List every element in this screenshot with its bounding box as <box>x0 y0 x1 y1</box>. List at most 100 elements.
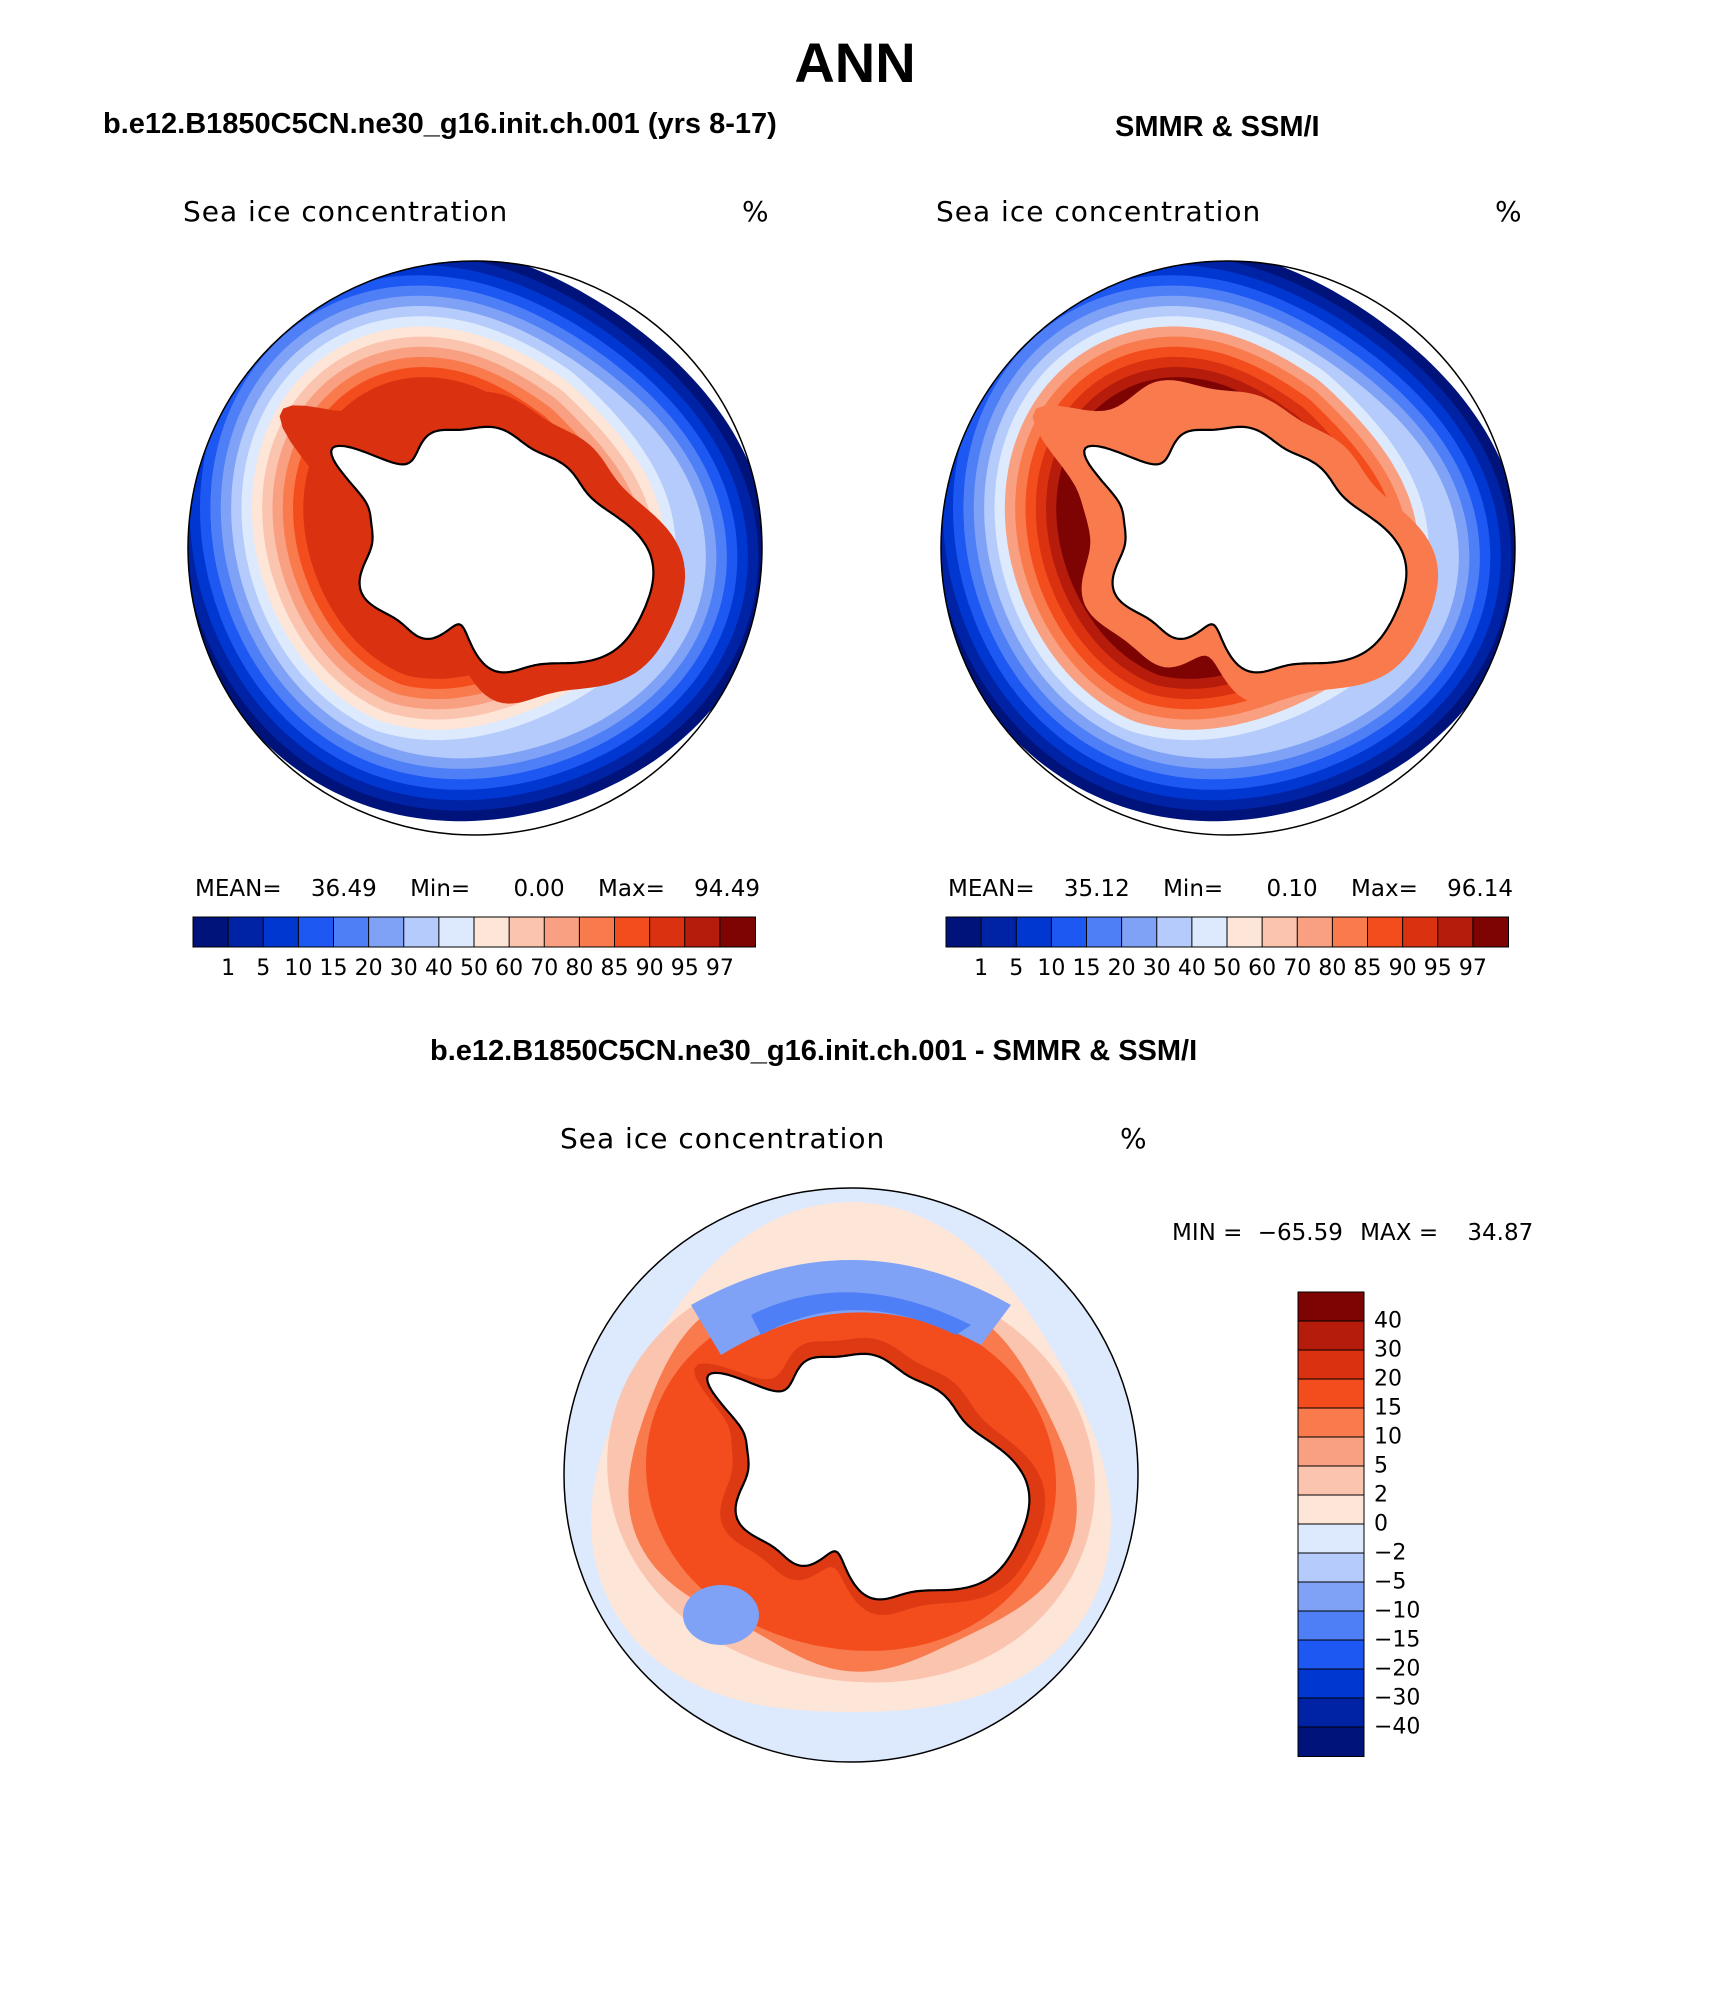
colorbar-box <box>1226 916 1264 948</box>
colorbar-box <box>1402 916 1439 948</box>
diff-max-value: 34.87 <box>1467 1220 1534 1246</box>
model-mean-value: 36.49 <box>310 876 377 902</box>
colorbar-box <box>1297 1668 1365 1699</box>
colorbar-box <box>1191 916 1228 948</box>
colorbar-tick-label: 70 <box>1283 956 1312 981</box>
colorbar-box <box>473 916 511 948</box>
colorbar-box <box>1297 1581 1365 1612</box>
colorbar-box <box>1297 1349 1365 1380</box>
colorbar-box <box>719 916 756 948</box>
diff-colorbar <box>1297 1291 1365 1757</box>
colorbar-box <box>368 916 405 948</box>
colorbar-box <box>1297 1639 1365 1670</box>
colorbar-tick-label: 1 <box>974 956 989 981</box>
obs-colorbar <box>945 916 1509 948</box>
colorbar-box <box>262 916 300 948</box>
colorbar-tick-label: 85 <box>1353 956 1382 981</box>
colorbar-tick-label: 95 <box>1423 956 1452 981</box>
colorbar-tick-label: 40 <box>424 956 453 981</box>
colorbar-tick-label: 5 <box>1374 1453 1388 1479</box>
colorbar-box <box>1297 1465 1365 1496</box>
colorbar-tick-label: 15 <box>1374 1395 1402 1421</box>
colorbar-tick-label: 40 <box>1374 1308 1402 1334</box>
colorbar-tick-label: −2 <box>1374 1540 1407 1566</box>
colorbar-tick-label: 50 <box>1213 956 1241 981</box>
diff-map <box>563 1187 1139 1763</box>
colorbar-box <box>980 916 1018 948</box>
colorbar-tick-label: 2 <box>1374 1482 1388 1508</box>
colorbar-tick-label: 20 <box>354 956 383 981</box>
colorbar-box <box>1297 1697 1365 1728</box>
antarctica-land <box>706 1352 1031 1601</box>
colorbar-box <box>543 916 581 948</box>
colorbar-tick-label: −40 <box>1374 1714 1421 1740</box>
colorbar-tick-label: 80 <box>565 956 594 981</box>
model-colorbar-ticks: 1 5 10 15 20 30 40 50 60 70 80 85 90 95 97 <box>193 956 755 986</box>
obs-plot-units: % <box>1495 195 1523 228</box>
colorbar-box <box>227 916 265 948</box>
colorbar-box <box>1121 916 1158 948</box>
colorbar-tick-label: 10 <box>284 956 313 981</box>
colorbar-box <box>508 916 546 948</box>
colorbar-box <box>1437 916 1474 948</box>
colorbar-box <box>578 916 616 948</box>
obs-stats: MEAN= 35.12 Min= 0.10 Max= 96.14 <box>948 876 1513 902</box>
colorbar-box <box>1297 1436 1365 1467</box>
colorbar-box <box>945 916 983 948</box>
colorbar-box <box>1297 1291 1365 1322</box>
colorbar-tick-label: 15 <box>1072 956 1101 981</box>
colorbar-box <box>403 916 440 948</box>
colorbar-box <box>438 916 475 948</box>
obs-panel-header: SMMR & SSM/I <box>1115 111 1320 143</box>
colorbar-tick-label: 50 <box>460 956 488 981</box>
colorbar-tick-label: 10 <box>1374 1424 1402 1450</box>
colorbar-tick-label: 40 <box>1177 956 1206 981</box>
diff-negative-area <box>751 1292 971 1335</box>
map-border <box>940 260 1516 836</box>
colorbar-box <box>1367 916 1404 948</box>
colorbar-tick-label: 20 <box>1107 956 1136 981</box>
colorbar-tick-label: 5 <box>256 956 271 981</box>
model-max-value: 94.49 <box>694 876 761 902</box>
obs-max-label: Max= <box>1351 876 1418 902</box>
model-max-label: Max= <box>598 876 665 902</box>
colorbar-tick-label: 30 <box>389 956 418 981</box>
obs-min-value: 0.10 <box>1266 876 1318 902</box>
diff-plot-title: Sea ice concentration <box>560 1122 886 1155</box>
page-title: ANN <box>794 31 916 94</box>
diff-panel-header: b.e12.B1850C5CN.ne30_g16.init.ch.001 - S… <box>430 1035 1198 1067</box>
model-map <box>187 260 763 836</box>
colorbar-tick-label: 80 <box>1318 956 1347 981</box>
diff-plot-units: % <box>1120 1122 1148 1155</box>
colorbar-tick-label: 30 <box>1142 956 1171 981</box>
colorbar-tick-label: −5 <box>1374 1569 1407 1595</box>
colorbar-tick-label: −15 <box>1374 1627 1421 1653</box>
antarctica-land <box>1083 425 1408 674</box>
obs-max-value: 96.14 <box>1447 876 1514 902</box>
colorbar-tick-label: −10 <box>1374 1598 1421 1624</box>
obs-colorbar-ticks: 1 5 10 15 20 30 40 50 60 70 80 85 90 95 97 <box>946 956 1508 986</box>
colorbar-box <box>1297 1552 1365 1583</box>
model-panel-header: b.e12.B1850C5CN.ne30_g16.init.ch.001 (yr… <box>103 108 777 140</box>
colorbar-box <box>1472 916 1509 948</box>
colorbar-tick-label: 70 <box>530 956 559 981</box>
colorbar-box <box>1297 1407 1365 1438</box>
colorbar-tick-label: 1 <box>221 956 236 981</box>
colorbar-box <box>333 916 370 948</box>
model-stats: MEAN= 36.49 Min= 0.00 Max= 94.49 <box>195 876 760 902</box>
diff-max-label: MAX = <box>1360 1220 1439 1246</box>
colorbar-box <box>614 916 651 948</box>
colorbar-tick-label: −20 <box>1374 1656 1421 1682</box>
colorbar-box <box>1296 916 1334 948</box>
model-plot-title: Sea ice concentration <box>183 195 509 228</box>
diff-colorbar-labels: 40 30 20 15 10 5 2 0 −2 −5 −10 −15 −20 −30 −40 <box>1374 1292 1444 1756</box>
model-mean-label: MEAN= <box>195 876 282 902</box>
colorbar-tick-label: −30 <box>1374 1685 1421 1711</box>
obs-mean-label: MEAN= <box>948 876 1035 902</box>
colorbar-box <box>1156 916 1193 948</box>
obs-plot-title: Sea ice concentration <box>936 195 1262 228</box>
colorbar-box <box>1050 916 1088 948</box>
model-plot-units: % <box>742 195 770 228</box>
colorbar-tick-label: 20 <box>1374 1366 1402 1392</box>
antarctica-land <box>330 425 655 674</box>
